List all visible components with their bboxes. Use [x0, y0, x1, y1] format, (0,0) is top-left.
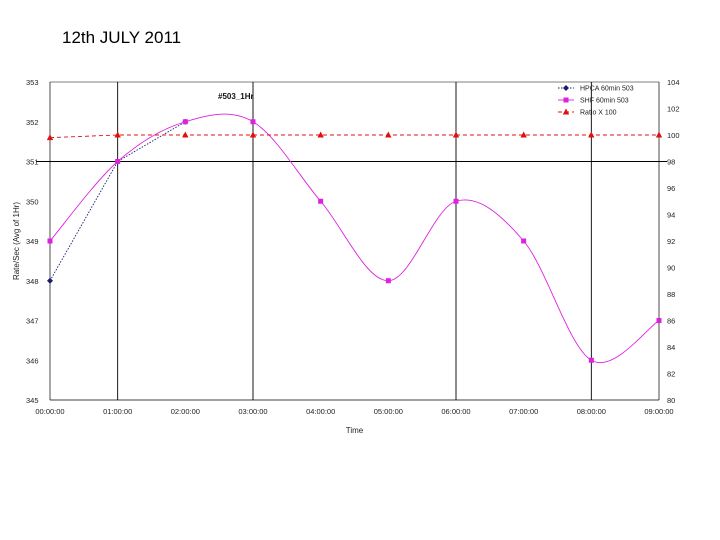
x-tick-label: 02:00:00 [171, 407, 200, 416]
left-tick-label: 348 [26, 277, 39, 286]
x-axis-label: Time [346, 426, 364, 435]
plot-frame [49, 81, 660, 401]
data-point [655, 131, 663, 138]
data-point [46, 134, 54, 141]
x-tick-label: 01:00:00 [103, 407, 132, 416]
left-tick-label: 352 [26, 118, 39, 127]
x-tick-label: 07:00:00 [509, 407, 538, 416]
data-point [47, 277, 53, 284]
left-axis-ticks: 353 352 351 350 349 348 347 346 345 [26, 78, 39, 405]
left-tick-label: 347 [26, 317, 39, 326]
data-point [182, 119, 188, 125]
right-tick-label: 94 [667, 211, 675, 220]
right-tick-label: 100 [667, 131, 680, 140]
right-tick-label: 88 [667, 290, 675, 299]
right-tick-label: 82 [667, 370, 675, 379]
right-tick-label: 102 [667, 105, 680, 114]
series-line [49, 113, 660, 363]
data-point [249, 131, 257, 138]
right-tick-label: 80 [667, 396, 675, 405]
x-tick-label: 04:00:00 [306, 407, 335, 416]
legend-label: Ratio X 100 [580, 110, 617, 117]
x-tick-label: 09:00:00 [644, 407, 673, 416]
left-tick-label: 351 [26, 158, 39, 167]
data-point [47, 238, 53, 244]
data-point [656, 318, 662, 323]
right-tick-label: 86 [667, 317, 675, 326]
data-point [115, 159, 121, 164]
data-point [385, 278, 391, 284]
legend-item: SHF 60min 503 [558, 97, 629, 105]
legend-marker [563, 85, 569, 91]
legend-item: Ratio X 100 [558, 108, 617, 117]
left-tick-label: 350 [26, 197, 39, 206]
data-point [317, 131, 324, 138]
data-point [521, 238, 527, 244]
x-tick-label: 05:00:00 [374, 407, 403, 416]
right-tick-label: 90 [667, 264, 675, 273]
data-point [588, 131, 595, 138]
right-tick-label: 98 [667, 158, 675, 167]
x-tick-label: 03:00:00 [238, 407, 267, 416]
left-tick-label: 345 [26, 396, 39, 405]
left-tick-label: 349 [26, 237, 39, 246]
data-point [452, 131, 460, 138]
left-tick-label: 353 [26, 78, 39, 87]
data-point [114, 131, 121, 138]
legend-label: SHF 60min 503 [580, 98, 629, 105]
gridlines [36, 82, 667, 400]
data-point [250, 119, 256, 125]
chart-annotation: #503_1Hr [218, 92, 254, 101]
right-tick-label: 92 [667, 237, 675, 246]
left-tick-label: 346 [26, 356, 39, 365]
y-axis-label: Rate/Sec (Avg of 1Hr) [12, 202, 21, 280]
x-tick-label: 06:00:00 [441, 407, 470, 416]
series-group [46, 113, 663, 363]
data-point [453, 198, 459, 204]
x-tick-label: 00:00:00 [35, 407, 64, 416]
x-axis-ticks: 00:00:00 01:00:00 02:00:00 03:00:00 04:00:00… [35, 407, 673, 416]
legend-item: HPCA 60min 503 [558, 85, 634, 93]
legend: HPCA 60min 503 SHF 60min 503 Ratio X 100 [558, 85, 634, 117]
data-point [318, 198, 324, 204]
legend-marker [563, 97, 569, 103]
series-line [49, 134, 659, 139]
data-point [385, 131, 392, 138]
right-tick-label: 96 [667, 184, 675, 193]
x-tick-label: 08:00:00 [577, 407, 606, 416]
legend-marker [562, 108, 570, 115]
legend-label: HPCA 60min 503 [580, 86, 634, 93]
slide-title: 12th JULY 2011 [62, 28, 182, 47]
right-tick-label: 84 [667, 343, 675, 352]
data-point [520, 131, 527, 138]
data-point [182, 131, 189, 138]
right-axis-ticks: 104 102 100 98 96 94 92 90 88 86 84 82 80 [667, 78, 680, 405]
data-point [588, 357, 594, 363]
series-3 [46, 131, 663, 141]
series-2 [47, 113, 662, 363]
right-tick-label: 104 [667, 78, 680, 87]
